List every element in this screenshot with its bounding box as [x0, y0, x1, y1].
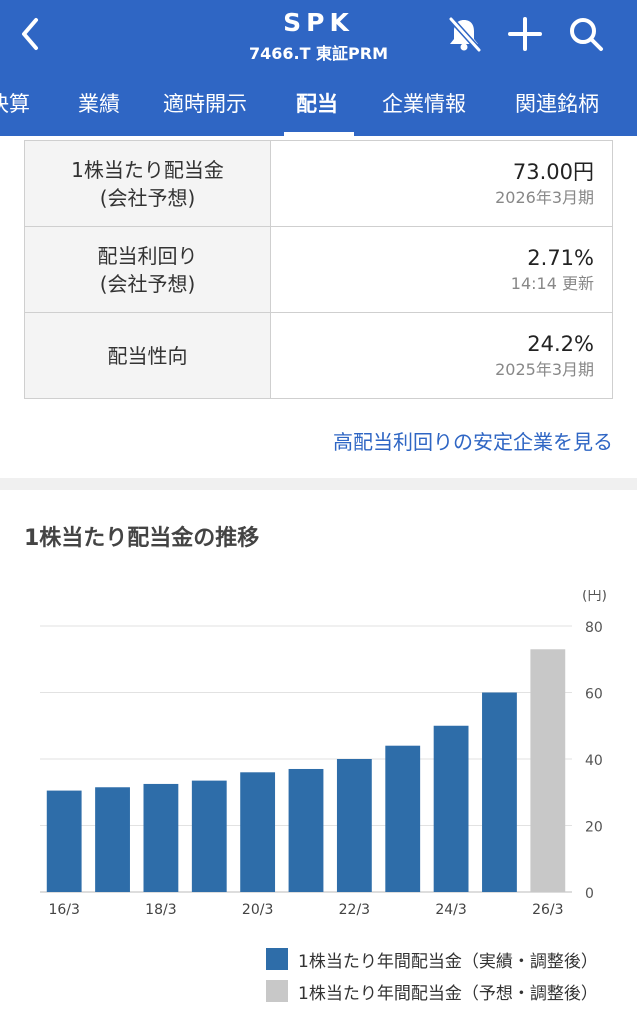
- y-tick-label: 40: [585, 753, 603, 769]
- dividend-per-share-period: 2026年3月期: [495, 187, 594, 207]
- dividend-bar-chart: 0 20 40 60 80 (円) 16/3 18/3 20/3 22/3 24/3 26/3: [40, 590, 607, 918]
- dividend-per-share-value: 73.00円: [512, 159, 594, 184]
- high-yield-stocks-link[interactable]: 高配当利回りの安定企業を見る: [333, 430, 613, 454]
- y-tick-label: 80: [585, 620, 603, 636]
- legend-label-forecast: 1株当たり年間配当金（予想・調整後）: [298, 984, 598, 1004]
- bar-actual: [143, 783, 179, 892]
- legend-swatch-forecast: [266, 980, 288, 1002]
- row-label-line1: 1株当たり配当金: [71, 157, 224, 182]
- bar-actual: [240, 772, 276, 892]
- tab-bar: 決算 業績 適時開示 配当 企業情報 関連銘柄: [0, 72, 637, 136]
- app-header: SPK 7466.T 東証PRM 決算 業績 適時開示 配当 企業情報 関連銘柄: [0, 0, 637, 136]
- x-tick-label: 20/3: [242, 902, 273, 918]
- legend-item-forecast: 1株当たり年間配当金（予想・調整後）: [266, 977, 626, 1009]
- plus-icon[interactable]: [505, 14, 545, 54]
- row-label-line1: 配当利回り: [97, 243, 198, 268]
- x-tick-label: 26/3: [532, 902, 563, 918]
- tab-disclosure[interactable]: 適時開示: [163, 92, 247, 116]
- row-label-line2: (会社予想): [99, 185, 196, 210]
- chart-legend: 1株当たり年間配当金（実績・調整後） 1株当たり年間配当金（予想・調整後）: [266, 945, 626, 1009]
- dividend-summary-card: 1株当たり配当金 (会社予想) 73.00円 2026年3月期 配当利回り (会…: [0, 136, 637, 478]
- payout-ratio-period: 2025年3月期: [495, 359, 594, 379]
- tab-kessan[interactable]: 決算: [0, 92, 30, 116]
- section-title: 1株当たり配当金の推移: [24, 526, 260, 551]
- bar-actual: [433, 725, 469, 892]
- table-row: 配当利回り (会社予想) 2.71% 14:14 更新: [24, 226, 613, 313]
- tab-dividend[interactable]: 配当: [296, 92, 338, 116]
- x-tick-label: 18/3: [145, 902, 176, 918]
- bar-actual: [482, 692, 517, 892]
- bar-actual: [385, 745, 421, 892]
- table-row: 1株当たり配当金 (会社予想) 73.00円 2026年3月期: [24, 140, 613, 227]
- ticker-subtitle: 7466.T 東証PRM: [248, 44, 389, 63]
- tab-gyoseki[interactable]: 業績: [78, 92, 120, 116]
- bar-actual: [288, 768, 324, 892]
- row-value: 2.71% 14:14 更新: [270, 226, 613, 313]
- dividend-trend-card: 1株当たり配当金の推移 0 20 40 60 80 (円) 16/3 18/3 20/3 22/3…: [0, 490, 637, 1024]
- row-label: 配当利回り (会社予想): [24, 226, 271, 313]
- tab-related-stocks[interactable]: 関連銘柄: [515, 92, 599, 116]
- y-tick-label: 60: [585, 687, 603, 703]
- y-tick-label: 20: [585, 820, 603, 836]
- y-tick-label: 0: [585, 886, 594, 902]
- row-label-line2: (会社予想): [99, 271, 196, 296]
- payout-ratio-value: 24.2%: [527, 331, 594, 356]
- bar-actual: [336, 759, 372, 892]
- page-title: SPK: [283, 8, 354, 37]
- bar-actual: [46, 790, 82, 892]
- row-label: 配当性向: [24, 312, 271, 399]
- chevron-left-icon[interactable]: [14, 14, 48, 54]
- dividend-yield-updated: 14:14 更新: [510, 273, 594, 293]
- row-value: 73.00円 2026年3月期: [270, 140, 613, 227]
- bar-actual: [191, 780, 227, 892]
- row-label-line1: 配当性向: [107, 343, 188, 368]
- bar-actual: [95, 787, 130, 892]
- row-value: 24.2% 2025年3月期: [270, 312, 613, 399]
- legend-swatch-actual: [266, 948, 288, 970]
- tab-company-info[interactable]: 企業情報: [382, 92, 466, 116]
- legend-item-actual: 1株当たり年間配当金（実績・調整後）: [266, 945, 626, 977]
- x-tick-label: 24/3: [435, 902, 466, 918]
- dividend-yield-value: 2.71%: [527, 245, 594, 270]
- dividend-table: 1株当たり配当金 (会社予想) 73.00円 2026年3月期 配当利回り (会…: [24, 140, 613, 399]
- x-tick-label: 16/3: [48, 902, 79, 918]
- bell-slash-icon[interactable]: [444, 14, 484, 54]
- active-tab-indicator: [284, 132, 354, 136]
- search-icon[interactable]: [566, 14, 606, 54]
- row-label: 1株当たり配当金 (会社予想): [24, 140, 271, 227]
- y-axis-unit: (円): [582, 590, 607, 604]
- bar-forecast: [530, 649, 566, 892]
- legend-label-actual: 1株当たり年間配当金（実績・調整後）: [298, 952, 598, 972]
- table-row: 配当性向 24.2% 2025年3月期: [24, 312, 613, 399]
- x-tick-label: 22/3: [339, 902, 370, 918]
